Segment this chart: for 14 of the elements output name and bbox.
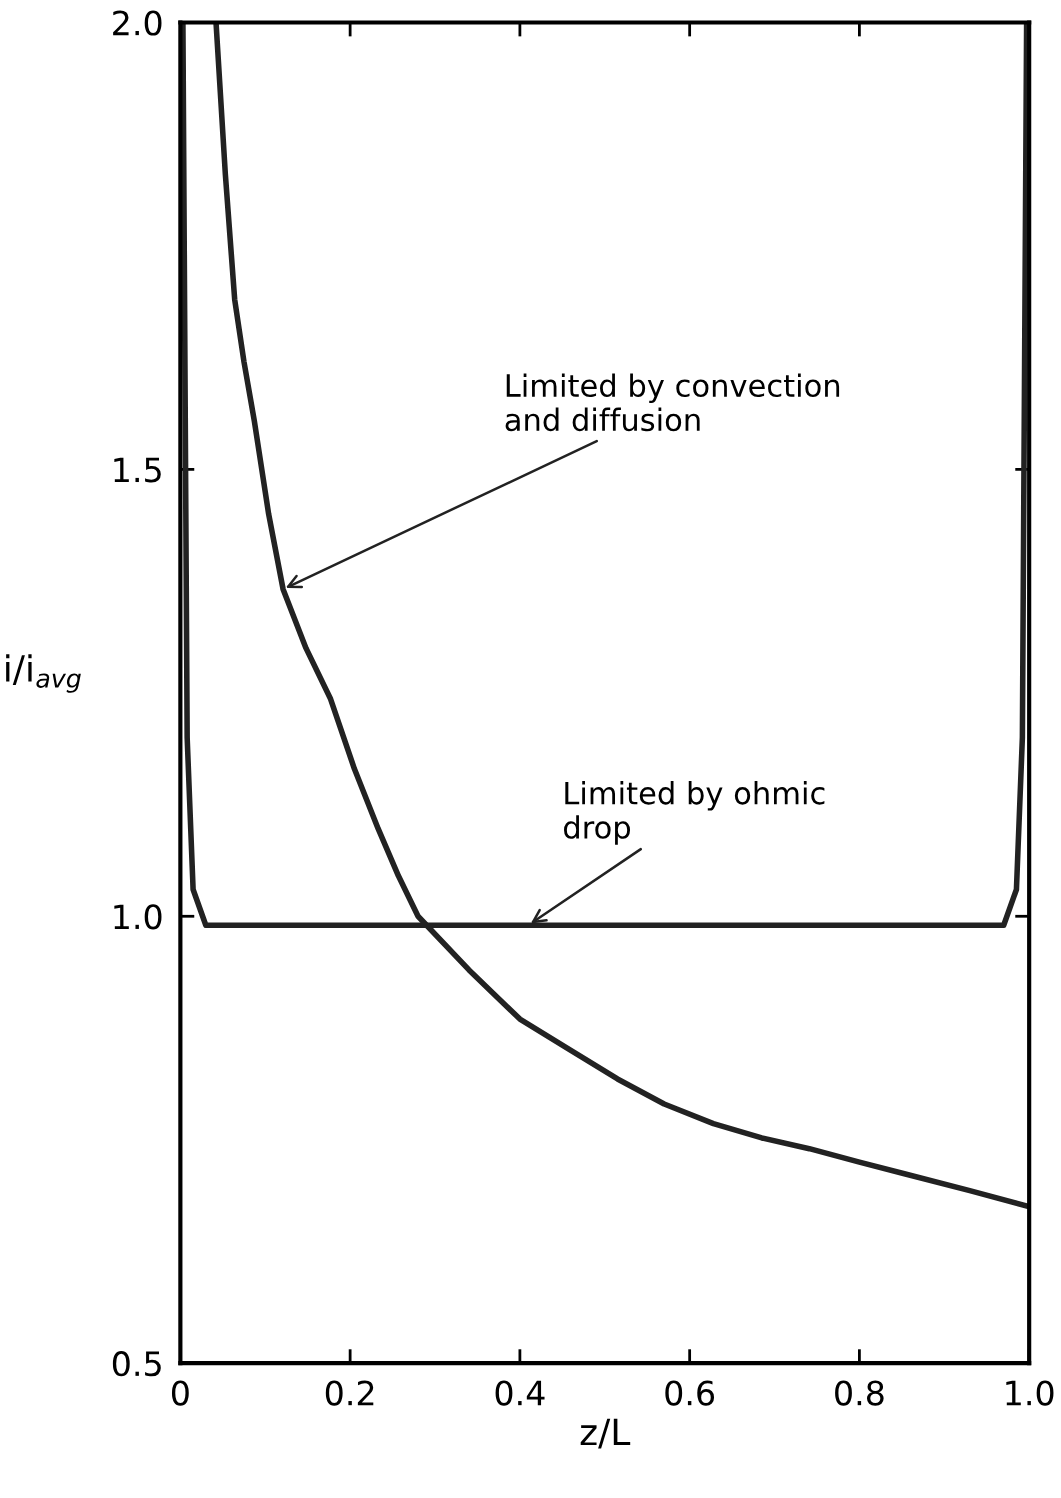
y-tick-label: 2.0 bbox=[113, 10, 162, 36]
x-tick-label: 0 bbox=[171, 1380, 189, 1406]
x-tick-label: 0.4 bbox=[495, 1380, 545, 1406]
y-tick-label: 0.5 bbox=[112, 1351, 161, 1377]
y-tick-label: 1.5 bbox=[114, 457, 161, 483]
annotation: Limited by ohmic drop bbox=[564, 780, 825, 845]
x-axis-title: z/L bbox=[580, 1418, 631, 1449]
x-tick-label: 0.8 bbox=[835, 1380, 884, 1406]
annotation: Limited by convection and diffusion bbox=[505, 373, 840, 432]
x-tick-label: 0.2 bbox=[325, 1380, 374, 1406]
y-axis-title: i/i$_{avg}$ bbox=[6, 654, 81, 693]
x-tick-label: 0.6 bbox=[665, 1380, 715, 1406]
y-tick-label: 1.0 bbox=[114, 904, 162, 930]
x-tick-label: 1.0 bbox=[1006, 1380, 1054, 1406]
